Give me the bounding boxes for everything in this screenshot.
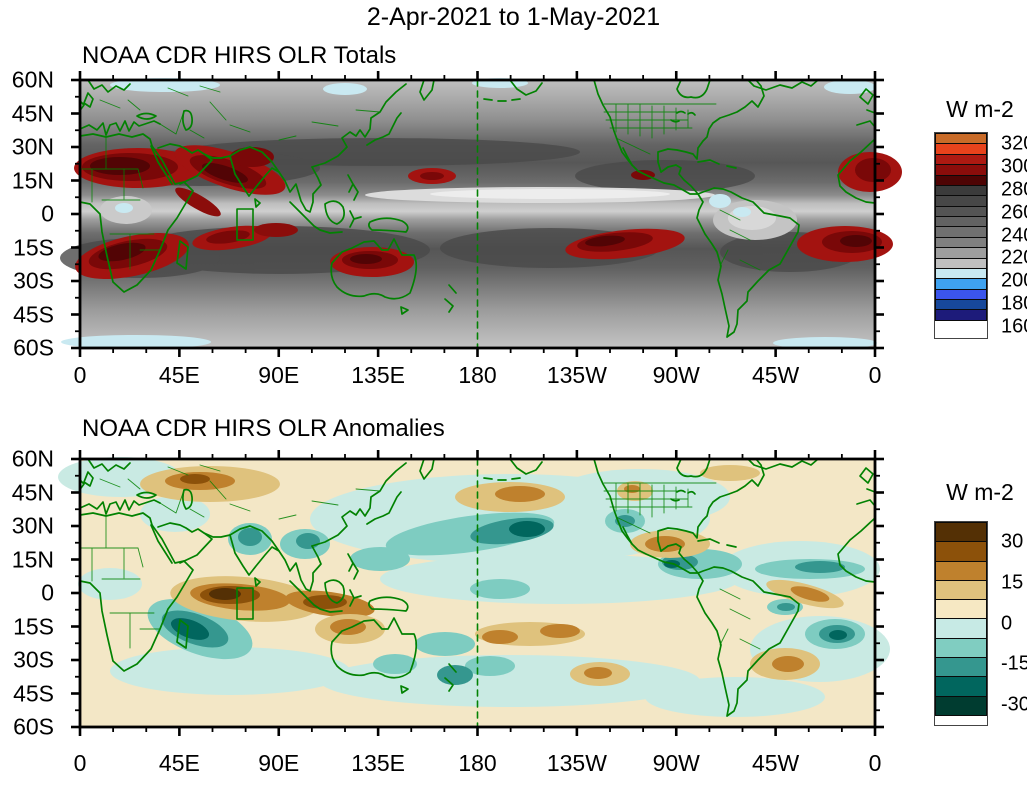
y-tick-label: 15S <box>13 613 54 639</box>
x-tick-label: 90E <box>258 750 300 776</box>
x-tick-label: 180 <box>458 362 497 388</box>
colorbar-tick-label: 0 <box>1001 612 1013 634</box>
totals-y-axis: 60N 45N 30N 15N 0 15S 30S 45S 60S <box>0 67 54 361</box>
x-tick-label: 45E <box>158 362 200 388</box>
colorbar-tick-label: 160 <box>1001 315 1027 338</box>
x-tick-label: 45E <box>158 750 200 776</box>
y-tick-label: 45N <box>11 100 54 126</box>
y-tick-label: 15S <box>13 234 54 260</box>
totals-x-axis: 0 45E 90E 135E 180 135W 90W 45W 0 <box>74 362 882 392</box>
olr-anomalies-map-canvas <box>58 450 890 736</box>
totals-map <box>60 71 902 357</box>
y-tick-label: 30N <box>11 512 54 539</box>
colorbar-segment <box>935 309 987 321</box>
y-tick-label: 0 <box>41 579 54 606</box>
colorbar-tick-label: -30 <box>1001 693 1027 716</box>
x-tick-label: 0 <box>868 362 882 388</box>
y-tick-label: 30N <box>11 133 54 160</box>
colorbar-tick-label: 220 <box>1001 246 1027 269</box>
colorbar-tick-label: -15 <box>1001 652 1027 675</box>
colorbar-segment <box>935 599 987 620</box>
y-tick-label: 30S <box>13 646 54 673</box>
y-tick-label: 60S <box>13 713 54 740</box>
x-tick-label: 0 <box>73 362 87 388</box>
y-tick-label: 15N <box>11 167 54 193</box>
colorbar-segment <box>935 695 987 716</box>
x-tick-label: 90W <box>652 750 700 776</box>
colorbar-segment <box>935 637 987 659</box>
colorbar-tick-label: 280 <box>1001 178 1027 201</box>
y-tick-label: 60S <box>13 334 54 361</box>
colorbar-segment <box>935 522 987 543</box>
y-tick-label: 15N <box>11 546 54 572</box>
x-tick-label: 45W <box>751 362 800 388</box>
anomalies-positive-zones <box>140 465 844 686</box>
anomalies-panel-title: NOAA CDR HIRS OLR Anomalies <box>82 415 445 442</box>
y-tick-label: 60N <box>11 66 54 93</box>
colorbar-segment <box>935 541 987 562</box>
colorbar-tick-label: 180 <box>1001 292 1027 315</box>
colorbar-tick-label: 240 <box>1001 224 1027 246</box>
anomalies-colorbar: 30 15 0 -15 -30 <box>934 521 1027 726</box>
totals-plot-border <box>78 78 877 350</box>
olr-totals-map-canvas <box>60 71 902 357</box>
totals-colorbar-title: W m-2 <box>946 96 1014 122</box>
colorbar-tick-label: 300 <box>1001 155 1027 178</box>
y-tick-label: 0 <box>41 200 54 227</box>
colorbar-segment <box>935 657 987 678</box>
anomalies-colorbar-title: W m-2 <box>946 479 1014 505</box>
y-tick-label: 45S <box>13 680 54 706</box>
colorbar-segment <box>935 560 987 581</box>
colorbar-segment <box>935 618 987 639</box>
x-tick-label: 45W <box>751 750 800 776</box>
colorbar-tick-label: 260 <box>1001 201 1027 224</box>
x-tick-label: 135E <box>351 750 405 776</box>
anomalies-plot-border <box>78 457 877 729</box>
x-tick-label: 90E <box>258 362 300 388</box>
anomalies-negative-zones <box>147 509 865 685</box>
y-tick-label: 60N <box>11 445 54 472</box>
colorbar-tick-label: 320 <box>1001 132 1027 155</box>
y-tick-label: 30S <box>13 267 54 294</box>
y-tick-label: 45S <box>13 301 54 327</box>
x-tick-label: 0 <box>868 750 882 776</box>
anomalies-x-axis: 0 45E 90E 135E 180 135W 90W 45W 0 <box>74 750 882 780</box>
totals-colorbar: 320300280260240220200180160 <box>934 132 1027 339</box>
x-tick-label: 135E <box>351 362 405 388</box>
colorbar-tick-label: 200 <box>1001 269 1027 292</box>
totals-cold-cloud-patches <box>61 78 877 349</box>
x-tick-label: 135W <box>546 750 607 776</box>
colorbar-segment <box>935 579 987 601</box>
x-tick-label: 135W <box>546 362 607 388</box>
anomalies-axis-ticks <box>71 450 884 736</box>
x-tick-label: 180 <box>458 750 497 776</box>
colorbar-segment <box>935 676 987 697</box>
anomalies-y-axis: 60N 45N 30N 15N 0 15S 30S 45S 60S <box>0 446 54 740</box>
figure-title: 2-Apr-2021 to 1-May-2021 <box>366 3 661 31</box>
anomalies-map <box>58 450 890 736</box>
colorbar-tick-label: 15 <box>1001 571 1024 594</box>
y-tick-label: 45N <box>11 479 54 505</box>
x-tick-label: 90W <box>652 362 700 388</box>
x-tick-label: 0 <box>73 750 87 776</box>
colorbar-tick-label: 30 <box>1001 530 1024 553</box>
totals-panel-title: NOAA CDR HIRS OLR Totals <box>82 42 397 69</box>
